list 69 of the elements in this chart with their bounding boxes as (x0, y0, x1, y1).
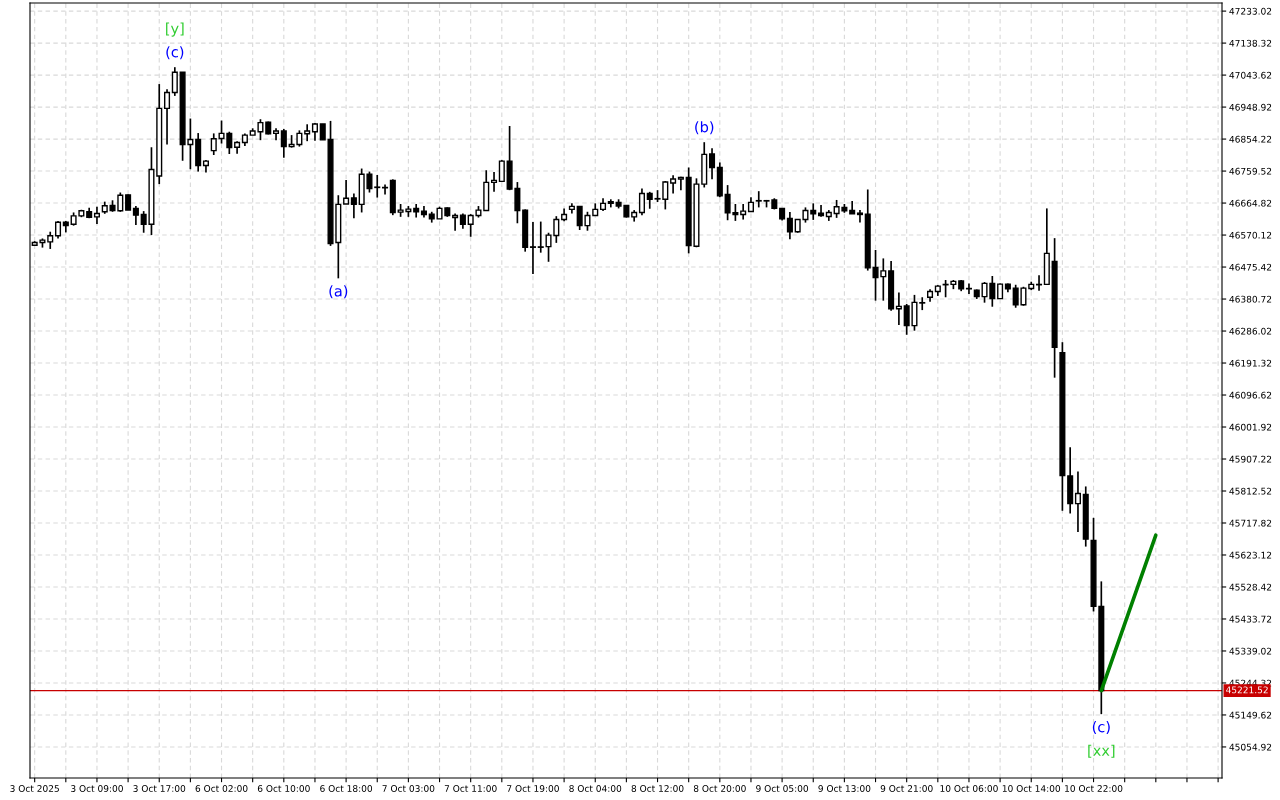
y-tick-label: 45623.12 (1229, 551, 1272, 559)
y-tick-label: 45528.42 (1229, 583, 1272, 591)
y-tick-label: 47138.32 (1229, 39, 1272, 47)
candlestick (670, 174, 677, 195)
candlestick (537, 220, 544, 254)
candlestick (280, 128, 287, 159)
x-tick-label: 8 Oct 20:00 (693, 785, 746, 792)
candlestick (786, 211, 793, 240)
annotation: [xx] (1088, 744, 1115, 758)
y-tick-label: 46096.62 (1229, 391, 1272, 399)
x-tick-label: 3 Oct 09:00 (71, 785, 123, 792)
y-tick-label: 46570.12 (1229, 231, 1272, 239)
candlestick (709, 147, 716, 181)
candlestick (171, 66, 178, 97)
y-tick-label: 46475.42 (1229, 263, 1272, 271)
annotation: (c) (166, 46, 184, 60)
x-tick-label: 7 Oct 03:00 (382, 785, 435, 792)
candlestick (452, 212, 459, 232)
x-tick-label: 6 Oct 18:00 (320, 785, 373, 792)
annotation: (a) (329, 285, 348, 299)
y-tick-label: 45339.02 (1229, 647, 1272, 655)
x-tick-label: 10 Oct 06:00 (940, 785, 998, 792)
candlestick (856, 209, 863, 224)
candlestick (350, 192, 357, 220)
y-tick-label: 46286.02 (1229, 327, 1272, 335)
x-tick-label: 9 Oct 13:00 (818, 785, 871, 792)
y-tick-label: 45433.72 (1229, 615, 1272, 623)
x-tick-label: 8 Oct 04:00 (569, 785, 622, 792)
candlestick (163, 88, 171, 146)
candlestick (1074, 470, 1081, 533)
annotation: (c) (1092, 721, 1110, 735)
annotation: [y] (166, 22, 184, 37)
x-tick-label: 9 Oct 21:00 (880, 785, 933, 792)
y-tick-label: 46380.72 (1229, 295, 1272, 303)
x-tick-label: 6 Oct 02:00 (195, 785, 248, 792)
x-tick-label: 7 Oct 19:00 (507, 785, 559, 792)
candlestick (529, 221, 536, 275)
y-tick-label: 45812.52 (1229, 487, 1272, 495)
candlestick (304, 123, 311, 143)
candlestick (374, 174, 381, 199)
candlestick (638, 187, 645, 216)
y-tick-label: 45054.92 (1229, 743, 1272, 751)
candlestick (343, 179, 350, 205)
y-tick-label: 46001.92 (1229, 423, 1272, 431)
annotation: (b) (695, 121, 714, 135)
x-tick-label: 6 Oct 10:00 (257, 785, 310, 792)
y-tick-label: 45907.22 (1229, 455, 1272, 463)
candlestick (919, 296, 926, 311)
y-tick-label: 45149.62 (1229, 711, 1272, 719)
x-tick-label: 3 Oct 17:00 (133, 785, 186, 792)
y-tick-label: 46948.92 (1229, 103, 1272, 111)
y-tick-label: 46664.82 (1229, 199, 1272, 207)
x-tick-label: 9 Oct 05:00 (756, 785, 809, 792)
y-tick-label: 46759.52 (1229, 167, 1272, 175)
y-tick-label: 46191.32 (1229, 359, 1272, 367)
y-tick-label: 46854.22 (1229, 135, 1272, 143)
candlestick (132, 205, 139, 226)
x-tick-label: 7 Oct 11:00 (444, 785, 497, 792)
x-tick-label: 3 Oct 2025 (10, 785, 59, 792)
x-tick-label: 8 Oct 12:00 (631, 785, 684, 792)
ref-line-label: 45221.52 (1226, 686, 1268, 694)
y-tick-label: 45717.82 (1229, 519, 1272, 527)
x-tick-label: 10 Oct 14:00 (1002, 785, 1061, 792)
x-tick-label: 10 Oct 22:00 (1065, 785, 1123, 792)
candlestick (755, 190, 762, 209)
y-tick-label: 47233.02 (1229, 7, 1272, 15)
candlestick (491, 171, 498, 193)
candlestick (965, 282, 972, 295)
y-tick-label: 47043.62 (1229, 71, 1272, 79)
